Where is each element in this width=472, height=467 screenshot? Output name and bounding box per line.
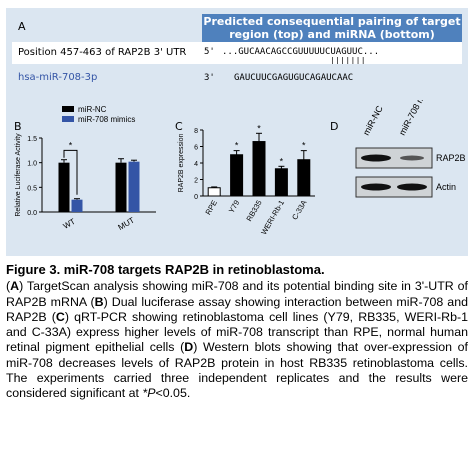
actin-band-mimic xyxy=(397,183,427,191)
c-bar xyxy=(297,159,311,197)
b-y-tick-label: 1.0 xyxy=(27,161,37,168)
caption-pvalue-tail: <0.05. xyxy=(155,386,191,401)
c-bar xyxy=(252,141,266,197)
b-x-tick-label: WT xyxy=(62,217,77,231)
c-x-tick-label: WERI-Rb-1 xyxy=(259,199,286,237)
panel-d-blot-image: miR-NC miR-708 mimics RAP2B Actin xyxy=(355,100,466,198)
rap2b-band-control xyxy=(361,154,391,162)
actin-blot-frame xyxy=(355,176,433,198)
caption-text-a: ) TargetScan analysis showing miR-708 an… xyxy=(6,279,468,309)
b-y-tick-label: 0.0 xyxy=(27,210,37,217)
c-y-tick-label: 0 xyxy=(194,194,198,201)
panel-c: C 0 2 4 6 8 RAP2B expression RPE * Y79 * RB335 * WER… xyxy=(171,100,321,256)
b-y-tick-label: 0.5 xyxy=(27,185,37,192)
figure-3: A Predicted consequential pairing of tar… xyxy=(6,8,468,256)
panel-a-utr-row: Position 457-463 of RAP2B 3' UTR 5' ...G… xyxy=(12,42,462,65)
caption-body: (A) TargetScan analysis showing miR-708 … xyxy=(6,279,468,401)
panel-d-letter: D xyxy=(330,120,339,133)
b-significance-star: * xyxy=(69,140,73,150)
utr-5prime: 5' xyxy=(204,47,215,57)
panel-a-header: Predicted consequential pairing of targe… xyxy=(202,14,462,42)
caption-ref-b: B xyxy=(94,294,104,309)
c-bar xyxy=(230,154,244,197)
panel-a-targetscan-table: A Predicted consequential pairing of tar… xyxy=(12,14,462,92)
panel-c-chart: 0 2 4 6 8 RAP2B expression RPE * Y79 * RB335 * WERI-… xyxy=(178,123,315,237)
b-legend-swatch xyxy=(62,106,74,112)
blot-column-mir-708: miR-708 mimics xyxy=(397,100,436,137)
c-x-tick-label: RPE xyxy=(203,199,219,217)
b-x-tick-label: MUT xyxy=(116,216,136,233)
b-legend-swatch xyxy=(62,116,74,122)
utr-position-label: Position 457-463 of RAP2B 3' UTR xyxy=(18,47,187,58)
caption-text-b: ) Dual luciferase assay showing interact… xyxy=(6,294,468,324)
c-significance-star: * xyxy=(257,123,261,133)
caption-text-d: ) Western blots showing that over-expres… xyxy=(6,340,468,401)
b-bar xyxy=(115,162,127,212)
c-y-axis-label: RAP2B expression xyxy=(178,134,185,193)
b-bar xyxy=(128,161,140,212)
c-y-tick-label: 4 xyxy=(194,161,198,168)
panel-a-mirna-row: hsa-miR-708-3p 3' GAUCUUCGAGUGUCAGAUCAAC xyxy=(12,64,462,92)
c-x-tick-label: RB335 xyxy=(244,199,263,223)
caption-ref-d: D xyxy=(184,340,194,355)
rap2b-blot-label: RAP2B xyxy=(436,153,466,163)
caption-ref-c: C xyxy=(55,309,65,324)
b-significance-bracket xyxy=(63,149,78,195)
panel-d-western-blot: D miR-NC miR-708 mimics RAP2B Actin xyxy=(324,100,468,256)
b-legend-label: miR-708 mimics xyxy=(78,115,135,124)
c-significance-star: * xyxy=(235,141,239,151)
c-x-tick-label: C-33A xyxy=(290,199,308,222)
b-legend-label: miR-NC xyxy=(78,105,107,114)
mirna-label: hsa-miR-708-3p xyxy=(18,72,98,83)
b-y-axis-label: Relative Luciferase Activity xyxy=(15,133,22,217)
c-y-tick-label: 8 xyxy=(194,128,198,135)
panel-a-header-row: A Predicted consequential pairing of tar… xyxy=(12,14,462,42)
c-x-tick-label: Y79 xyxy=(227,199,241,215)
c-y-tick-label: 6 xyxy=(194,145,198,152)
mirna-sequence: GAUCUUCGAGUGUCAGAUCAAC xyxy=(234,73,354,83)
c-bar xyxy=(207,187,221,197)
panel-b: B 0.0 0.5 1.0 1.5 Relative Luciferase Activi… xyxy=(6,100,166,256)
c-significance-star: * xyxy=(280,156,284,166)
caption-pvalue: *P xyxy=(142,386,156,401)
rap2b-blot-frame xyxy=(355,147,433,169)
c-significance-star: * xyxy=(302,141,306,151)
caption-text-c: ) qRT-PCR showing retinoblastoma cell li… xyxy=(6,309,468,355)
c-y-tick-label: 2 xyxy=(194,178,198,185)
actin-blot-label: Actin xyxy=(436,182,456,192)
pairing-lines: ||||||| xyxy=(330,56,366,65)
caption-ref-a: A xyxy=(10,279,20,294)
c-bar xyxy=(274,168,288,197)
panel-c-letter: C xyxy=(175,120,183,133)
b-bar xyxy=(71,199,83,212)
panel-b-letter: B xyxy=(14,120,22,133)
actin-band-control xyxy=(361,183,391,191)
figure-caption: Figure 3. miR-708 targets RAP2B in retin… xyxy=(6,262,468,402)
panel-a-letter: A xyxy=(18,20,26,33)
b-y-tick-label: 1.5 xyxy=(27,136,37,143)
utr-sequence: ...GUCAACAGCCGUUUUUCUAGUUC... xyxy=(222,47,380,57)
mirna-3prime: 3' xyxy=(204,73,215,83)
rap2b-band-mimic xyxy=(400,155,424,161)
panel-b-chart: 0.0 0.5 1.0 1.5 Relative Luciferase Activity… xyxy=(15,105,156,233)
b-bar xyxy=(58,162,70,212)
blot-column-mir-nc: miR-NC xyxy=(361,104,385,137)
caption-title: Figure 3. miR-708 targets RAP2B in retin… xyxy=(6,262,325,277)
